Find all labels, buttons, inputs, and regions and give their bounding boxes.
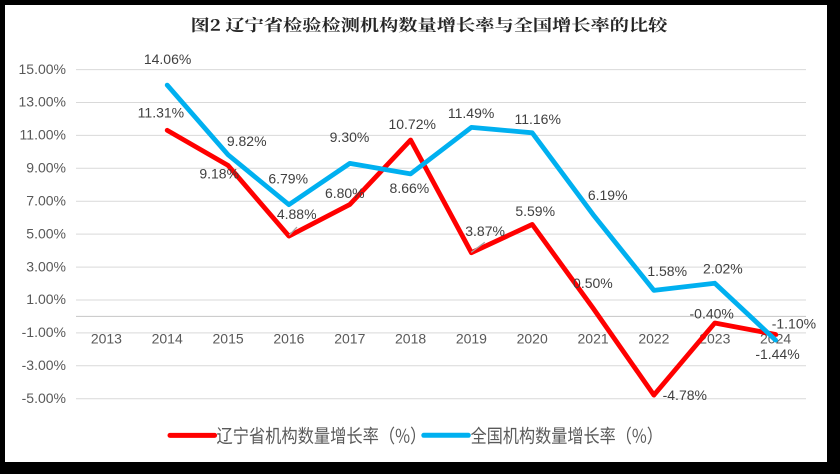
svg-text:9.82%: 9.82% <box>227 133 267 149</box>
svg-text:5.00%: 5.00% <box>26 225 66 241</box>
svg-text:2020: 2020 <box>517 331 548 347</box>
svg-text:15.00%: 15.00% <box>19 61 66 77</box>
svg-text:8.66%: 8.66% <box>390 180 430 196</box>
svg-text:6.19%: 6.19% <box>588 187 628 203</box>
svg-text:6.80%: 6.80% <box>325 185 365 201</box>
svg-text:2015: 2015 <box>213 331 244 347</box>
svg-text:3.00%: 3.00% <box>26 258 66 274</box>
svg-text:11.31%: 11.31% <box>138 105 184 121</box>
svg-text:2016: 2016 <box>273 331 304 347</box>
svg-text:-5.00%: -5.00% <box>22 390 66 406</box>
svg-text:2019: 2019 <box>456 331 487 347</box>
svg-text:11.16%: 11.16% <box>514 111 560 127</box>
svg-text:2014: 2014 <box>152 331 183 347</box>
svg-text:9.18%: 9.18% <box>199 165 239 181</box>
svg-text:0.50%: 0.50% <box>573 275 613 291</box>
svg-text:5.59%: 5.59% <box>515 203 555 219</box>
svg-text:1.58%: 1.58% <box>647 263 687 279</box>
svg-text:3.87%: 3.87% <box>465 223 505 239</box>
svg-text:11.00%: 11.00% <box>20 127 66 143</box>
svg-text:13.00%: 13.00% <box>19 94 66 110</box>
svg-text:10.72%: 10.72% <box>388 116 435 132</box>
svg-text:2018: 2018 <box>395 331 426 347</box>
svg-text:14.06%: 14.06% <box>144 51 191 67</box>
svg-text:-1.44%: -1.44% <box>755 346 799 362</box>
svg-text:9.00%: 9.00% <box>26 160 66 176</box>
svg-text:4.88%: 4.88% <box>277 206 317 222</box>
svg-text:6.79%: 6.79% <box>268 171 308 187</box>
svg-text:-1.00%: -1.00% <box>22 324 66 340</box>
svg-text:2021: 2021 <box>578 331 609 347</box>
svg-text:2017: 2017 <box>334 331 365 347</box>
svg-text:2013: 2013 <box>91 331 122 347</box>
svg-text:1.00%: 1.00% <box>26 291 66 307</box>
svg-text:-3.00%: -3.00% <box>22 357 66 373</box>
svg-text:7.00%: 7.00% <box>26 192 66 208</box>
svg-text:11.49%: 11.49% <box>448 105 494 121</box>
svg-text:2022: 2022 <box>638 331 669 347</box>
svg-text:2.02%: 2.02% <box>703 260 743 276</box>
svg-text:-4.78%: -4.78% <box>663 387 707 403</box>
svg-text:-1.10%: -1.10% <box>772 315 816 331</box>
svg-text:9.30%: 9.30% <box>330 129 370 145</box>
svg-text:-0.40%: -0.40% <box>690 305 734 321</box>
